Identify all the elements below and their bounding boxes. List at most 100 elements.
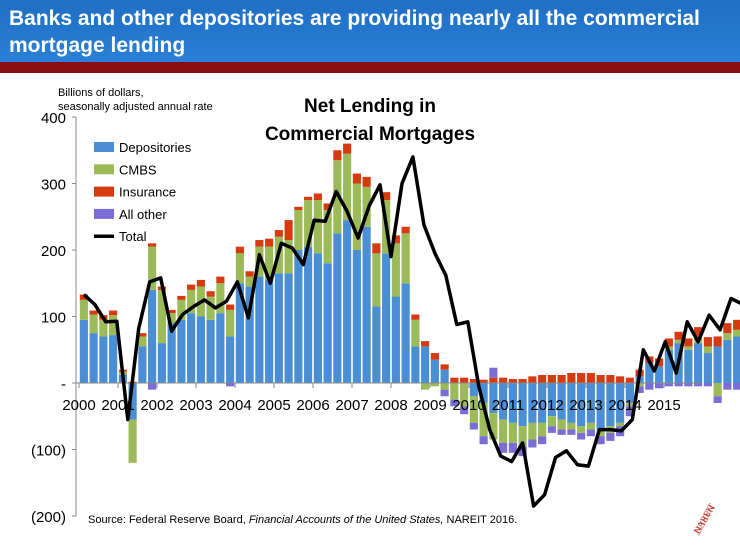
source-suffix: NAREIT 2016. xyxy=(443,514,518,526)
bar-insurance xyxy=(577,373,586,383)
legend-label-insurance: Insurance xyxy=(119,185,176,200)
bar-insurance xyxy=(79,294,88,300)
bar-insurance xyxy=(333,150,342,161)
x-tick-label: 2005 xyxy=(257,397,290,414)
bar-depositories xyxy=(606,383,615,427)
bar-cmbs xyxy=(440,383,449,390)
y-tick-label: - xyxy=(61,376,66,393)
bar-all_other xyxy=(440,389,449,397)
bar-depositories xyxy=(187,313,196,383)
bar-insurance xyxy=(684,338,693,347)
bar-insurance xyxy=(109,310,118,316)
bar-cmbs xyxy=(343,153,352,221)
bar-depositories xyxy=(274,273,283,383)
legend-label-all_other: All other xyxy=(119,207,167,222)
bar-depositories xyxy=(362,226,371,383)
bar-all_other xyxy=(703,383,712,387)
bar-depositories xyxy=(177,319,186,383)
bar-cmbs xyxy=(245,276,254,287)
nareit-logo: NAREIT NAREIT xyxy=(684,495,734,550)
bar-cmbs xyxy=(421,383,430,390)
x-tick-label: 2013 xyxy=(569,397,602,414)
bar-all_other xyxy=(499,442,508,453)
bar-insurance xyxy=(245,271,254,277)
bar-insurance xyxy=(713,336,722,347)
bar-insurance xyxy=(547,375,556,383)
bar-all_other xyxy=(469,422,478,430)
bar-depositories xyxy=(196,316,205,383)
bar-all_other xyxy=(528,439,537,448)
bar-insurance xyxy=(499,377,508,383)
bar-insurance xyxy=(421,341,430,347)
bar-cmbs xyxy=(372,253,381,307)
bar-depositories xyxy=(518,383,527,427)
bar-depositories xyxy=(304,246,313,383)
bar-depositories xyxy=(499,383,508,420)
bar-insurance xyxy=(440,364,449,370)
bar-insurance xyxy=(479,379,488,383)
bar-all_other xyxy=(586,429,595,437)
bar-depositories xyxy=(430,359,439,383)
bar-depositories xyxy=(694,343,703,383)
bar-cmbs xyxy=(323,210,332,264)
bar-cmbs xyxy=(450,383,459,400)
bar-depositories xyxy=(245,286,254,383)
bar-cmbs xyxy=(206,296,215,320)
bar-depositories xyxy=(255,276,264,383)
bar-cmbs xyxy=(187,289,196,314)
bar-insurance xyxy=(538,375,547,383)
bar-depositories xyxy=(99,336,108,383)
bar-insurance xyxy=(557,375,566,383)
bar-cmbs xyxy=(235,253,244,284)
bar-depositories xyxy=(235,283,244,383)
x-tick-label: 2007 xyxy=(335,397,368,414)
y-tick-label: (100) xyxy=(31,443,66,460)
bar-cmbs xyxy=(557,419,566,430)
bar-cmbs xyxy=(216,283,225,314)
bar-depositories xyxy=(440,369,449,383)
y-tick-label: 400 xyxy=(41,110,66,127)
bar-depositories xyxy=(401,283,410,383)
bar-insurance xyxy=(138,333,147,337)
bar-cmbs xyxy=(430,383,439,387)
x-tick-label: 2000 xyxy=(62,397,95,414)
bar-cmbs xyxy=(265,246,274,280)
bar-all_other xyxy=(148,383,157,390)
bar-cmbs xyxy=(567,422,576,430)
bar-depositories xyxy=(586,383,595,423)
bar-insurance xyxy=(265,238,274,247)
bar-cmbs xyxy=(89,314,98,334)
y-tick-label: 200 xyxy=(41,243,66,260)
bar-depositories xyxy=(206,319,215,383)
bar-cmbs xyxy=(528,422,537,440)
bar-depositories xyxy=(265,279,274,383)
slide-title: Banks and other depositories are providi… xyxy=(9,7,700,57)
bar-cmbs xyxy=(713,383,722,397)
bar-insurance xyxy=(401,226,410,234)
y-tick-label: (200) xyxy=(31,509,66,526)
bar-cmbs xyxy=(518,426,527,447)
bar-depositories xyxy=(723,339,732,383)
bar-depositories xyxy=(508,383,517,423)
bar-depositories xyxy=(577,383,586,427)
bar-all_other xyxy=(596,436,605,445)
bar-insurance xyxy=(430,353,439,360)
bar-cmbs xyxy=(538,422,547,437)
bar-cmbs xyxy=(109,315,118,336)
bar-depositories xyxy=(226,336,235,383)
x-tick-label: 2015 xyxy=(647,397,680,414)
bar-insurance xyxy=(450,377,459,383)
bar-depositories xyxy=(489,383,498,413)
y-axis-units: Billions of dollars, seasonally adjusted … xyxy=(58,87,213,113)
x-tick-label: 2004 xyxy=(218,397,251,414)
bar-insurance xyxy=(703,337,712,347)
bar-cmbs xyxy=(313,200,322,254)
bar-all_other xyxy=(655,383,664,389)
bar-cmbs xyxy=(723,333,732,340)
total-line-layer xyxy=(82,155,740,508)
bar-cmbs xyxy=(733,329,740,337)
source-note: Source: Federal Reserve Board, Financial… xyxy=(88,514,517,526)
bar-all_other xyxy=(625,406,634,417)
legend-label-total: Total xyxy=(119,229,147,244)
